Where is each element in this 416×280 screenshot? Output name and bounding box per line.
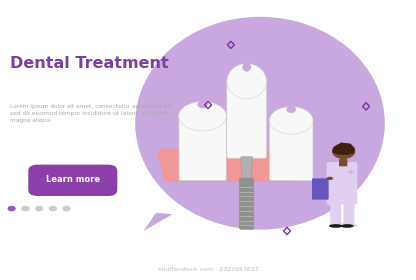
Circle shape (62, 206, 71, 211)
Ellipse shape (327, 177, 333, 180)
Ellipse shape (227, 64, 266, 99)
FancyBboxPatch shape (227, 80, 267, 158)
FancyBboxPatch shape (240, 178, 254, 229)
Ellipse shape (270, 107, 313, 134)
Ellipse shape (341, 224, 354, 228)
Text: Learn more: Learn more (46, 175, 100, 184)
FancyBboxPatch shape (327, 162, 357, 205)
Circle shape (348, 171, 353, 174)
Ellipse shape (178, 102, 226, 131)
Text: Dental Treatment: Dental Treatment (10, 56, 169, 71)
FancyBboxPatch shape (344, 199, 354, 226)
Ellipse shape (329, 224, 342, 228)
Ellipse shape (197, 101, 208, 108)
Polygon shape (156, 148, 304, 182)
Polygon shape (332, 143, 355, 155)
Polygon shape (315, 178, 339, 193)
FancyBboxPatch shape (179, 115, 226, 181)
FancyBboxPatch shape (28, 165, 117, 196)
Circle shape (49, 206, 57, 211)
Text: Lorem ipsum dolor sit amet, consectetur adipiscing elit,
sed do eiusmod tempor i: Lorem ipsum dolor sit amet, consectetur … (10, 104, 175, 123)
Ellipse shape (329, 223, 358, 227)
Ellipse shape (135, 17, 385, 230)
FancyBboxPatch shape (339, 159, 347, 166)
Polygon shape (331, 172, 355, 181)
FancyBboxPatch shape (330, 199, 341, 226)
Ellipse shape (286, 106, 296, 113)
Circle shape (332, 143, 355, 159)
Circle shape (35, 206, 43, 211)
FancyBboxPatch shape (270, 119, 313, 181)
Text: shutterstock.com · 2321957627: shutterstock.com · 2321957627 (158, 267, 258, 272)
Polygon shape (144, 213, 173, 231)
Circle shape (7, 206, 16, 211)
Ellipse shape (243, 62, 251, 72)
Polygon shape (241, 157, 253, 179)
Circle shape (21, 206, 30, 211)
FancyBboxPatch shape (312, 178, 329, 200)
